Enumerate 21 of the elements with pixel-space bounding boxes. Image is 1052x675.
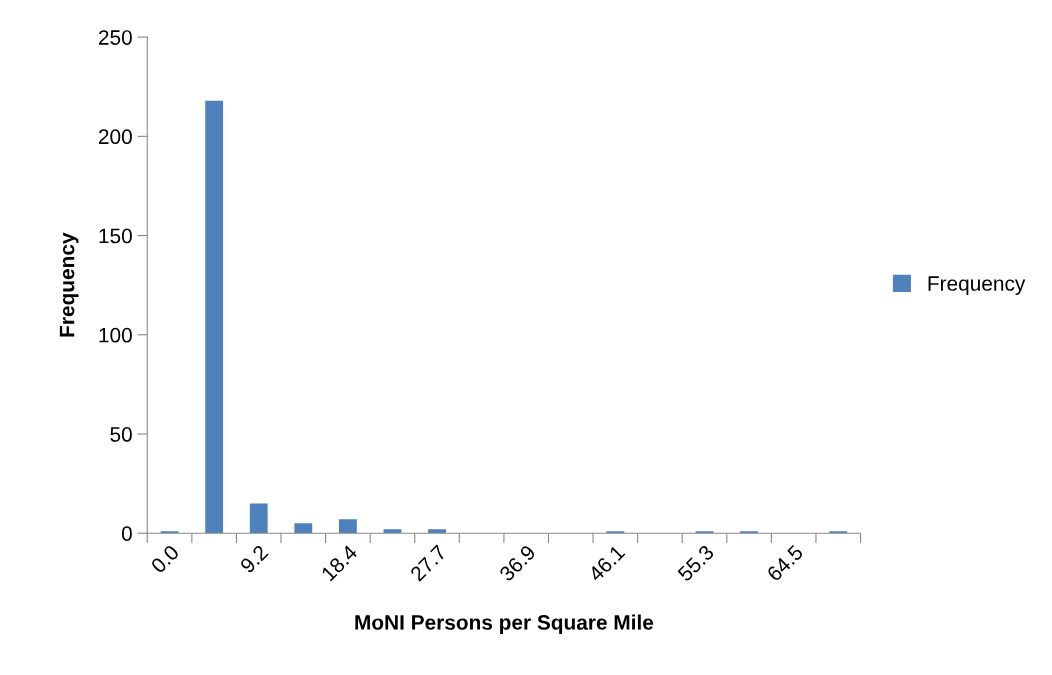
x-tick-label: 0.0	[150, 544, 180, 574]
bar	[383, 529, 402, 534]
y-tick-label: 0	[121, 526, 132, 541]
y-tick-label: 50	[110, 427, 132, 442]
y-tick-label: 200	[98, 129, 132, 145]
x-tick-label: 36.9	[498, 544, 537, 583]
x-tick-label: 64.5	[766, 544, 804, 582]
y-tick-label: 100	[99, 327, 132, 343]
y-tick-label: 250	[98, 30, 132, 45]
x-tick-label: 46.1	[587, 544, 626, 583]
y-axis-title: Frequency	[59, 232, 79, 337]
legend-label: Frequency	[928, 276, 1026, 295]
bar	[249, 503, 268, 534]
bar	[338, 519, 357, 534]
bar	[294, 523, 313, 534]
x-tick-label: 55.3	[676, 544, 715, 583]
x-tick-label: 9.2	[239, 544, 269, 574]
x-axis-title: MoNI Persons per Square Mile	[355, 614, 654, 634]
y-tick-label: 150	[99, 228, 132, 244]
bar	[428, 529, 446, 534]
bar	[205, 100, 224, 534]
